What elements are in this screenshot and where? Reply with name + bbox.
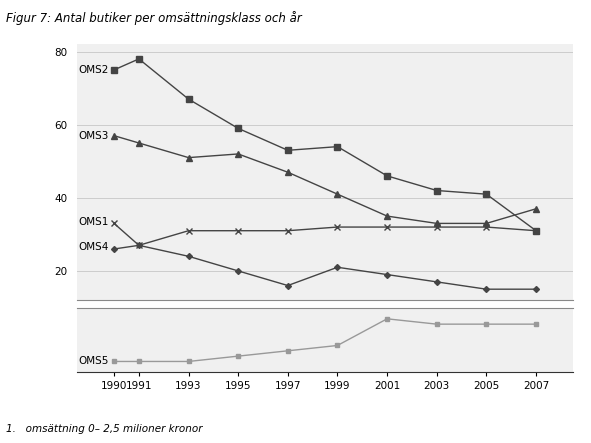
Text: OMS1: OMS1 [79, 217, 109, 226]
Text: 1.   omsättning 0– 2,5 milioner kronor: 1. omsättning 0– 2,5 milioner kronor [6, 424, 202, 434]
Text: OMS3: OMS3 [79, 131, 109, 141]
Text: Figur 7: Antal butiker per omsättningsklass och år: Figur 7: Antal butiker per omsättningskl… [6, 11, 301, 25]
Text: OMS4: OMS4 [79, 242, 109, 252]
Text: OMS2: OMS2 [79, 65, 109, 75]
Text: OMS5: OMS5 [79, 357, 109, 366]
